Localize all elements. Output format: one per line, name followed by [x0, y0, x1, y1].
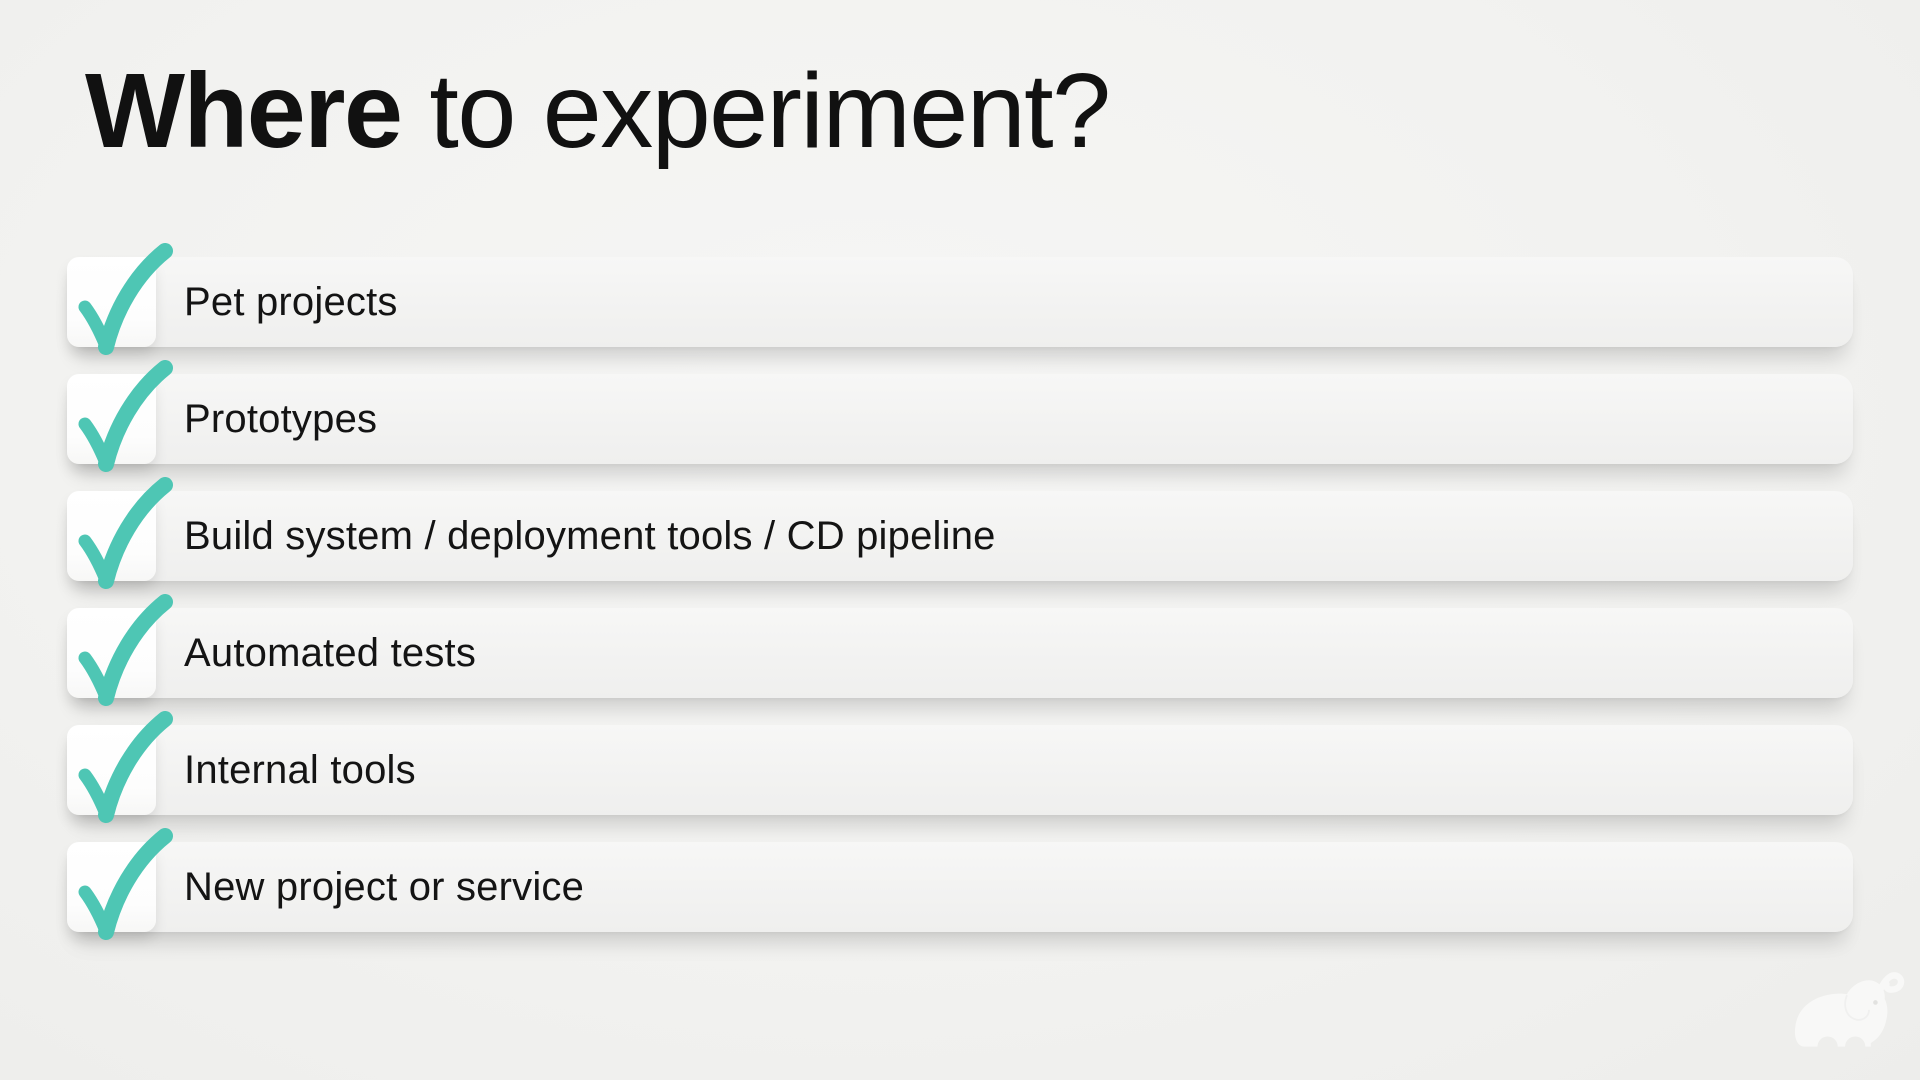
checkmark-icon: [78, 360, 173, 472]
checkbox-card: [67, 243, 173, 355]
elephant-eye: [1873, 1000, 1878, 1005]
title-regular-part: to experiment?: [401, 52, 1111, 170]
checkmark-icon: [78, 828, 173, 940]
checkbox-card: [67, 360, 173, 472]
checklist-item-label: Prototypes: [184, 396, 378, 441]
checklist-item: Build system / deployment tools / CD pip…: [67, 477, 1853, 589]
title-bold-part: Where: [85, 52, 403, 170]
checkbox-card: [67, 477, 173, 589]
checklist-item-label: Internal tools: [184, 747, 416, 792]
checkbox-card: [67, 828, 173, 940]
checklist-item-bar: [67, 725, 1853, 815]
checklist-item-bar: [67, 842, 1853, 932]
checklist-item-label: Build system / deployment tools / CD pip…: [184, 513, 996, 558]
checkmark-icon: [78, 594, 173, 706]
checkmark-icon: [78, 243, 173, 355]
checklist-item: Internal tools: [67, 711, 1853, 823]
checklist-item-label: Automated tests: [184, 630, 477, 675]
checklist-item: Prototypes: [67, 360, 1853, 472]
checklist-item-bar: [67, 608, 1853, 698]
checklist-item: Pet projects: [67, 243, 1853, 355]
checkmark-icon: [78, 477, 173, 589]
checklist: Pet projects Prototypes Build system / d…: [67, 243, 1853, 940]
elephpant-logo: [1794, 972, 1905, 1047]
checkbox-card: [67, 594, 173, 706]
checkbox-card: [67, 711, 173, 823]
page-title: Where to experiment?: [85, 48, 1111, 175]
checklist-item-label: New project or service: [184, 864, 585, 909]
checklist-item: New project or service: [67, 828, 1853, 940]
checklist-item-bar: [67, 374, 1853, 464]
checkmark-icon: [78, 711, 173, 823]
checklist-item-label: Pet projects: [184, 279, 398, 324]
checklist-item-bar: [67, 257, 1853, 347]
checklist-item-bar: [67, 491, 1853, 581]
checklist-item: Automated tests: [67, 594, 1853, 706]
